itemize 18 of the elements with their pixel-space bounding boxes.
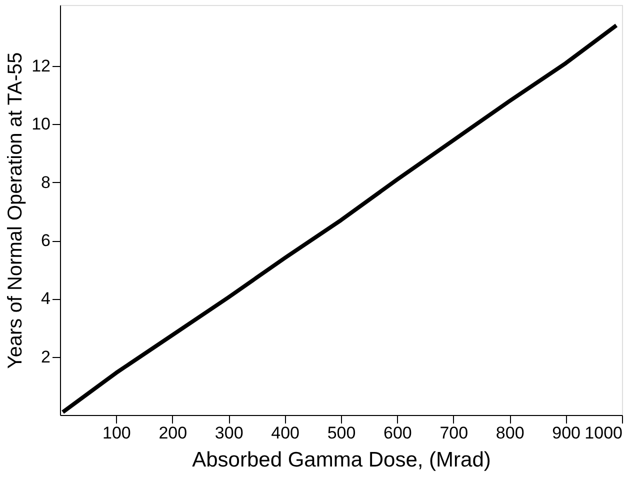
x-tick-label: 400 (271, 424, 300, 442)
x-tick-label: 500 (327, 424, 356, 442)
x-tick-label: 100 (102, 424, 131, 442)
x-tick-label: 900 (552, 424, 580, 442)
y-axis-title: Years of Normal Operation at TA-55 (4, 52, 27, 369)
y-tick-label: 4 (41, 289, 50, 308)
x-tick-label: 700 (440, 424, 468, 442)
x-tick-label: 600 (384, 424, 412, 442)
y-tick-label: 2 (41, 347, 50, 366)
y-tick-label: 10 (32, 114, 50, 134)
y-tick-label: 12 (32, 56, 50, 76)
y-tick-label: 8 (41, 172, 50, 192)
x-tick-label: 200 (158, 424, 188, 442)
x-tick-label: 1000 (584, 424, 622, 442)
x-axis-title: Absorbed Gamma Dose, (Mrad) (192, 448, 491, 472)
x-tick-label: 300 (214, 424, 244, 442)
x-tick-label: 800 (496, 424, 524, 442)
y-tick-label: 6 (41, 231, 50, 250)
